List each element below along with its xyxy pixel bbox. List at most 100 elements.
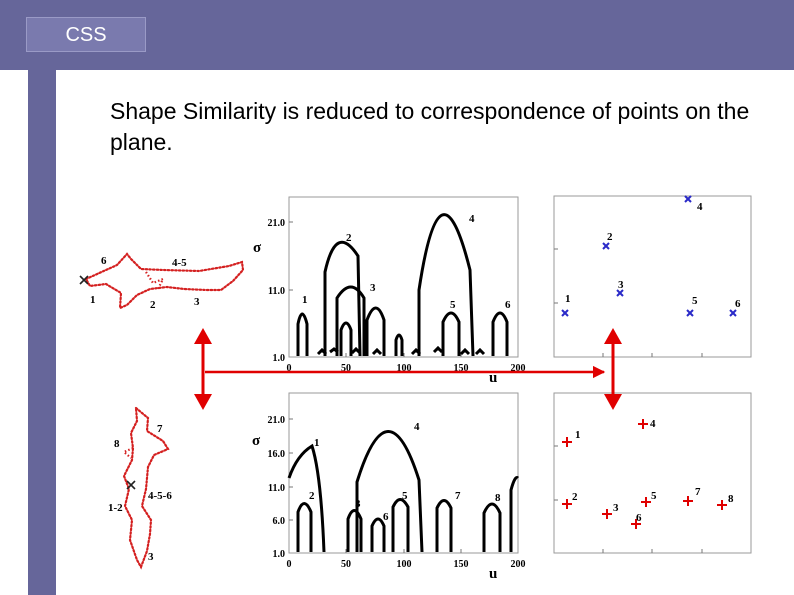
- css-1-peak-label: 3: [370, 282, 376, 294]
- css-2-ytick: 21.0: [268, 415, 286, 426]
- css-2-ytick: 1.0: [273, 549, 286, 560]
- shape-1-label-1: 1: [90, 294, 96, 306]
- css-1-peak-label: 2: [346, 232, 352, 244]
- css-2-xtick: 50: [341, 559, 351, 570]
- css-1-u-label: u: [489, 370, 497, 386]
- css-2-ytick: 11.0: [268, 483, 285, 494]
- points-2-label: 4: [650, 418, 656, 430]
- css-2-sigma-label: σ: [252, 433, 261, 449]
- css-1-curves: [296, 213, 509, 357]
- shape-1-label-3: 3: [194, 296, 200, 308]
- css-1-xtick: 150: [454, 363, 469, 374]
- css-2-u-label: u: [489, 566, 497, 582]
- points-plot-1-frame: [553, 195, 752, 358]
- plus-icon: [602, 509, 612, 519]
- left-bar: [28, 70, 56, 595]
- points-2-label: 1: [575, 429, 581, 441]
- css-1-ytick: 21.0: [268, 218, 286, 229]
- css-2-curves: [287, 430, 520, 553]
- shape-1: 6 4-5 1 2 3: [79, 252, 245, 311]
- plus-icon: [683, 496, 693, 506]
- css-plot-2-frame: [288, 392, 519, 554]
- css-2-peak-label: 5: [402, 490, 408, 502]
- points-plot-1: 4 2 3 1 5 6: [553, 195, 752, 358]
- plus-icon: [631, 519, 641, 529]
- shape-2-contour: [122, 405, 170, 570]
- left-arrow-head-down: [194, 394, 212, 410]
- right-arrow-head-up: [604, 328, 622, 344]
- points-plot-2: 1 4 2 3 5 6 7 8: [553, 392, 752, 554]
- css-1-xtick: 200: [511, 363, 526, 374]
- css-2-peak-label: 2: [309, 490, 315, 502]
- slide-headline: Shape Similarity is reduced to correspon…: [110, 98, 750, 155]
- css-plot-1-frame: [288, 196, 519, 358]
- shape-2-cross-icon: [126, 480, 136, 490]
- css-1-sigma-label: σ: [253, 240, 262, 256]
- css-plot-2: 21.0 16.0 11.0 6.0 1.0 0 50 100 150 200 …: [252, 392, 526, 582]
- css-2-peak-label: 3: [355, 498, 361, 510]
- shape-2: 7 8 1-2 4-5-6 3: [108, 405, 172, 570]
- shape-2-label-3: 3: [148, 551, 154, 563]
- shape-1-label-6: 6: [101, 255, 107, 267]
- plus-icon: [562, 437, 572, 447]
- shape-1-fin: [145, 271, 166, 290]
- css-1-peak-label: 5: [450, 299, 456, 311]
- css-1-peak-label: 4: [469, 213, 475, 225]
- cross-icon: [602, 242, 610, 250]
- plus-icon: [562, 499, 572, 509]
- points-2-label: 3: [613, 502, 619, 514]
- slide-tag: CSS: [26, 17, 146, 52]
- css-1-xtick: 0: [287, 363, 292, 374]
- points-1-label: 6: [735, 298, 741, 310]
- css-1-xtick: 100: [397, 363, 412, 374]
- css-1-xtick: 50: [341, 363, 351, 374]
- points-plot-2-frame: [553, 392, 752, 554]
- shape-2-label-1-2: 1-2: [108, 502, 123, 514]
- shape-2-label-4-5-6: 4-5-6: [148, 490, 172, 502]
- points-2-label: 5: [651, 490, 657, 502]
- css-2-ytick: 16.0: [268, 449, 286, 460]
- css-2-peak-label: 8: [495, 492, 501, 504]
- cross-icon: [684, 195, 692, 203]
- cross-icon: [616, 289, 624, 297]
- css-1-ytick: 11.0: [268, 286, 285, 297]
- css-1-peak-label: 1: [302, 294, 308, 306]
- cross-icon: [729, 309, 737, 317]
- points-2-label: 7: [695, 486, 701, 498]
- points-1-label: 1: [565, 293, 571, 305]
- points-1-label: 4: [697, 201, 703, 213]
- css-1-peak-label: 6: [505, 299, 511, 311]
- points-2-label: 2: [572, 491, 578, 503]
- points-2-label: 6: [636, 512, 642, 524]
- shape-1-contour: [84, 252, 245, 310]
- css-2-xtick: 0: [287, 559, 292, 570]
- css-2-xtick: 200: [511, 559, 526, 570]
- points-1-label: 3: [618, 279, 624, 291]
- css-1-ytick: 1.0: [273, 353, 286, 364]
- shape-2-fin: [121, 446, 134, 459]
- shape-2-label-7: 7: [157, 423, 163, 435]
- css-2-xtick: 150: [454, 559, 469, 570]
- css-2-peak-label: 4: [414, 421, 420, 433]
- points-2-label: 8: [728, 493, 734, 505]
- css-2-peak-label: 7: [455, 490, 461, 502]
- css-2-ytick: 6.0: [273, 516, 286, 527]
- css-2-peak-label: 1: [314, 437, 320, 449]
- shape-2-label-8: 8: [114, 438, 120, 450]
- right-arrow-head-down: [604, 394, 622, 410]
- css-2-xtick: 100: [397, 559, 412, 570]
- plus-icon: [717, 500, 727, 510]
- shape-1-label-2: 2: [150, 299, 156, 311]
- points-1-label: 2: [607, 231, 613, 243]
- left-arrow-head-up: [194, 328, 212, 344]
- css-plot-1: 21.0 11.0 1.0 0 50 100 150 200 σ u 1 2 3…: [253, 196, 526, 386]
- cross-icon: [686, 309, 694, 317]
- cross-icon: [561, 309, 569, 317]
- plus-icon: [641, 497, 651, 507]
- shape-1-label-4-5: 4-5: [172, 257, 187, 269]
- points-1-label: 5: [692, 295, 698, 307]
- arrows: [194, 328, 622, 410]
- plus-icon: [638, 419, 648, 429]
- shape-1-cross-icon: [79, 275, 89, 285]
